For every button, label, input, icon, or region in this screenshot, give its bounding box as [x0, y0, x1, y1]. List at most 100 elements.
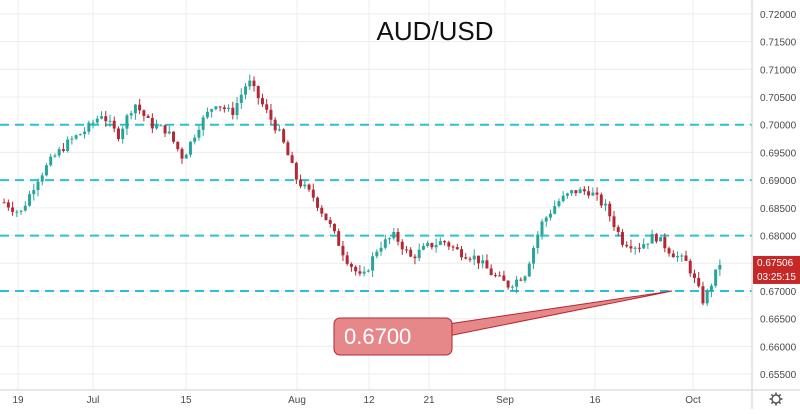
- candle-body: [138, 104, 142, 111]
- candle-body: [532, 247, 536, 264]
- candle-body: [227, 107, 231, 110]
- candle-body: [2, 202, 6, 204]
- candle-body: [582, 189, 586, 192]
- candle-body: [49, 156, 53, 166]
- y-tick-label: 0.66500: [760, 315, 797, 326]
- candle-body: [205, 111, 209, 118]
- candle-body: [506, 280, 510, 288]
- candle-body: [612, 216, 616, 228]
- candle-body: [688, 260, 692, 274]
- candle-body: [125, 115, 129, 129]
- annotation-box: [333, 317, 453, 356]
- candle-body: [417, 249, 421, 259]
- candle-body: [671, 253, 675, 258]
- candle-body: [667, 248, 671, 254]
- candle-body: [19, 210, 23, 212]
- candle-body: [510, 286, 514, 288]
- candle-body: [108, 120, 112, 122]
- candle-body: [256, 86, 260, 99]
- gear-icon-tooth: [770, 401, 774, 405]
- candle-body: [468, 258, 472, 260]
- y-tick-label: 0.69500: [760, 148, 797, 159]
- candle-body: [176, 141, 180, 150]
- candle-body: [100, 116, 104, 119]
- candle-body: [591, 192, 595, 196]
- candle-body: [184, 154, 188, 159]
- candle-body: [714, 269, 718, 286]
- y-tick-label: 0.66000: [760, 342, 797, 353]
- candle-body: [354, 266, 358, 272]
- candle-body: [684, 255, 688, 261]
- y-tick-label: 0.68000: [760, 232, 797, 243]
- candle-body: [692, 273, 696, 278]
- candle-body: [23, 205, 27, 211]
- x-tick-label: 12: [363, 395, 375, 406]
- candle-body: [709, 285, 713, 291]
- candle-body: [197, 129, 201, 138]
- candle-body: [426, 243, 430, 246]
- candle-body: [307, 184, 311, 190]
- candle-body: [121, 128, 125, 140]
- candle-body: [620, 232, 624, 245]
- candle-body: [540, 221, 544, 235]
- candle-body: [616, 227, 620, 233]
- candle-body: [379, 247, 383, 252]
- candle-body: [83, 131, 87, 135]
- candle-body: [290, 155, 294, 163]
- candle-body: [371, 256, 375, 271]
- candle-body: [345, 255, 349, 264]
- candle-body: [167, 131, 171, 134]
- candle-body: [472, 255, 476, 260]
- candle-body: [676, 256, 680, 258]
- candle-body: [78, 134, 82, 136]
- y-tick-label: 0.70000: [760, 121, 797, 132]
- candle-body: [404, 249, 408, 251]
- candle-body: [320, 207, 324, 214]
- candle-body: [210, 109, 214, 112]
- candle-body: [447, 242, 451, 247]
- candle-body: [362, 271, 366, 274]
- candle-body: [142, 110, 146, 116]
- candle-body: [244, 86, 248, 95]
- gear-icon-tooth: [778, 393, 782, 397]
- candle-body: [409, 249, 413, 257]
- candle-body: [129, 113, 133, 116]
- candle-body: [316, 197, 320, 208]
- candle-body: [349, 263, 353, 267]
- gear-icon[interactable]: [769, 392, 783, 406]
- x-tick-label: 19: [12, 395, 24, 406]
- x-tick-label: 15: [180, 395, 192, 406]
- last-price-label: 0.67506: [757, 258, 794, 269]
- x-tick-label: 16: [589, 395, 601, 406]
- candle-body: [40, 175, 44, 182]
- candle-body: [599, 194, 603, 206]
- candle-body: [36, 181, 40, 191]
- candle-body: [544, 217, 548, 222]
- candle-body: [11, 207, 15, 212]
- candle-body: [523, 276, 527, 281]
- candle-body: [6, 202, 10, 208]
- candle-body: [286, 142, 290, 156]
- gear-icon-ring: [771, 394, 781, 404]
- candle-body: [642, 244, 646, 249]
- candle-body: [595, 192, 599, 195]
- x-tick-label: 21: [423, 395, 435, 406]
- candle-body: [91, 122, 95, 124]
- candle-body: [646, 243, 650, 245]
- candle-body: [265, 104, 269, 110]
- candle-body: [375, 251, 379, 257]
- candle-body: [680, 255, 684, 257]
- candle-body: [294, 162, 298, 180]
- candle-body: [53, 155, 57, 157]
- y-tick-label: 0.71000: [760, 65, 797, 76]
- candle-body: [705, 290, 709, 304]
- candle-body: [485, 260, 489, 269]
- candle-body: [180, 149, 184, 159]
- candle-body: [565, 193, 569, 196]
- candle-body: [481, 260, 485, 264]
- candle-body: [604, 203, 608, 206]
- candle-body: [222, 107, 226, 110]
- candle-body: [421, 245, 425, 250]
- candle-body: [519, 279, 523, 281]
